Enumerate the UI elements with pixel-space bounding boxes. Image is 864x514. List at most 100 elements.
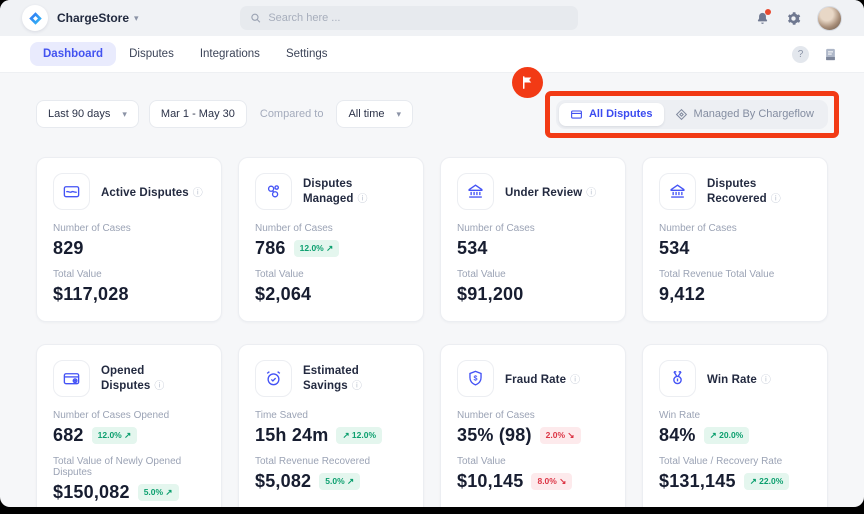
metric-value: $5,082: [255, 471, 312, 491]
metric-value: $10,145: [457, 471, 524, 491]
metric: Total Value / Recovery Rate $131,145 ↗ 2…: [659, 456, 811, 492]
info-icon[interactable]: ⓘ: [760, 375, 772, 386]
tab-settings[interactable]: Settings: [285, 48, 328, 60]
card-estimated-savings: Estimated Savings ⓘ Time Saved 15h 24m ↗ …: [238, 344, 424, 507]
chevron-down-icon[interactable]: ▾: [134, 12, 139, 23]
date-range-dates: Mar 1 - May 30: [160, 108, 235, 120]
trend-badge: 12.0% ↗: [293, 240, 340, 257]
user-avatar[interactable]: [817, 5, 842, 31]
card-disputes-recovered: Disputes Recovered ⓘ Number of Cases 534 …: [642, 157, 828, 322]
date-range-label: Last 90 days: [48, 108, 111, 120]
info-icon[interactable]: ⓘ: [770, 194, 781, 205]
card-title: Estimated Savings ⓘ: [303, 365, 362, 392]
help-button[interactable]: ?: [792, 45, 809, 63]
metric-label: Number of Cases: [457, 410, 535, 421]
bell-icon: [757, 12, 768, 24]
tab-disputes[interactable]: Disputes: [129, 48, 174, 60]
trend-badge: ↗ 22.0%: [743, 473, 790, 490]
flag-icon: [522, 75, 532, 89]
dispute-scope-toggle: All Disputes Managed By Chargeflow: [555, 99, 828, 129]
info-icon[interactable]: ⓘ: [192, 188, 203, 199]
metric-label: Time Saved: [255, 410, 308, 421]
settings-gear-button[interactable]: [786, 11, 801, 26]
credit-card-icon: [53, 173, 90, 210]
metric-label: Total Value: [457, 269, 506, 280]
card-header: Active Disputes ⓘ: [53, 173, 205, 210]
card-header: Disputes Managed ⓘ: [255, 173, 407, 210]
metric-label: Number of Cases: [255, 223, 333, 234]
topbar: ChargeStore ▾: [0, 0, 864, 36]
metric-value: $2,064: [255, 284, 312, 304]
metric-cards-grid: Active Disputes ⓘ Number of Cases 829 Tot…: [36, 157, 828, 507]
toggle-managed-label: Managed By Chargeflow: [693, 108, 814, 120]
card-active-disputes: Active Disputes ⓘ Number of Cases 829 Tot…: [36, 157, 222, 322]
compare-range-dropdown[interactable]: All time ▾: [336, 100, 414, 128]
metric: Win Rate 84% ↗ 20.0%: [659, 410, 811, 446]
date-range-dropdown[interactable]: Last 90 days ▾: [36, 100, 139, 128]
logo-diamond-icon: [28, 11, 42, 25]
metric-label: Number of Cases: [53, 223, 131, 234]
card-title: Active Disputes ⓘ: [101, 187, 203, 199]
metric-value: 15h 24m: [255, 425, 329, 445]
metric-value: 84%: [659, 425, 696, 445]
notification-badge: [765, 8, 771, 15]
info-icon[interactable]: ⓘ: [357, 194, 368, 205]
compared-to-label: Compared to: [259, 108, 324, 120]
card-header: Estimated Savings ⓘ: [255, 360, 407, 397]
card-title: Disputes Recovered ⓘ: [707, 178, 781, 205]
metric-label: Total Revenue Total Value: [659, 269, 775, 280]
metric: Number of Cases 786 12.0% ↗: [255, 223, 407, 259]
info-icon[interactable]: ⓘ: [154, 381, 165, 392]
tab-integrations[interactable]: Integrations: [199, 48, 260, 60]
metric-value: 9,412: [659, 284, 706, 304]
gear-icon: [788, 11, 801, 25]
search-bar[interactable]: [240, 6, 578, 30]
metric: Number of Cases Opened 682 12.0% ↗: [53, 410, 205, 446]
main-nav: Dashboard Disputes Integrations Settings…: [0, 36, 864, 73]
chargeflow-logo[interactable]: [22, 5, 48, 31]
toggle-all-label: All Disputes: [588, 108, 653, 120]
card-header: Under Review ⓘ: [457, 173, 609, 210]
svg-text:$: $: [474, 374, 478, 382]
toggle-all-disputes[interactable]: All Disputes: [558, 102, 664, 126]
info-icon[interactable]: ⓘ: [351, 381, 362, 392]
search-input[interactable]: [268, 12, 568, 24]
card-header: $ Fraud Rate ⓘ: [457, 360, 609, 397]
trend-badge: 5.0% ↗: [137, 484, 179, 501]
toggle-managed-by-chargeflow[interactable]: Managed By Chargeflow: [664, 103, 825, 126]
changelog-icon[interactable]: [823, 47, 838, 62]
date-range-value[interactable]: Mar 1 - May 30: [148, 100, 247, 128]
filter-row: Last 90 days ▾ Mar 1 - May 30 Compared t…: [36, 66, 839, 138]
chargeflow-diamond-icon: [675, 108, 687, 120]
annotation-flag-badge: [511, 66, 543, 98]
card-header: Disputes Recovered ⓘ: [659, 173, 811, 210]
metric-label: Total Value: [53, 269, 102, 280]
card-opened-icon: [53, 360, 90, 397]
credit-card-icon: [571, 109, 582, 119]
info-icon[interactable]: ⓘ: [570, 375, 581, 386]
metric-value: 682: [53, 425, 84, 445]
card-title: Fraud Rate ⓘ: [505, 374, 581, 386]
notifications-button[interactable]: [755, 8, 771, 26]
metric-value: 35% (98): [457, 425, 532, 445]
metric-label: Number of Cases: [457, 223, 535, 234]
store-switcher[interactable]: ChargeStore: [57, 11, 130, 25]
metric: Total Value of Newly Opened Disputes $15…: [53, 456, 205, 503]
metric-label: Number of Cases Opened: [53, 410, 170, 421]
tab-dashboard[interactable]: Dashboard: [30, 42, 117, 66]
card-under-review: Under Review ⓘ Number of Cases 534 Total …: [440, 157, 626, 322]
trend-badge: ↗ 20.0%: [703, 427, 750, 444]
metric: Number of Cases 829: [53, 223, 205, 259]
info-icon[interactable]: ⓘ: [586, 188, 597, 199]
metric: Total Value $2,064: [255, 269, 407, 305]
nav-right-actions: ?: [792, 45, 838, 63]
chevron-down-icon: ▾: [396, 108, 402, 119]
card-title: Win Rate ⓘ: [707, 374, 772, 386]
metric-value: $91,200: [457, 284, 524, 304]
metric-label: Total Value: [457, 456, 506, 467]
metric: Time Saved 15h 24m ↗ 12.0%: [255, 410, 407, 446]
metric: Number of Cases 534: [659, 223, 811, 259]
metric: Total Value $117,028: [53, 269, 205, 305]
metric-label: Total Value of Newly Opened Disputes: [53, 456, 182, 478]
